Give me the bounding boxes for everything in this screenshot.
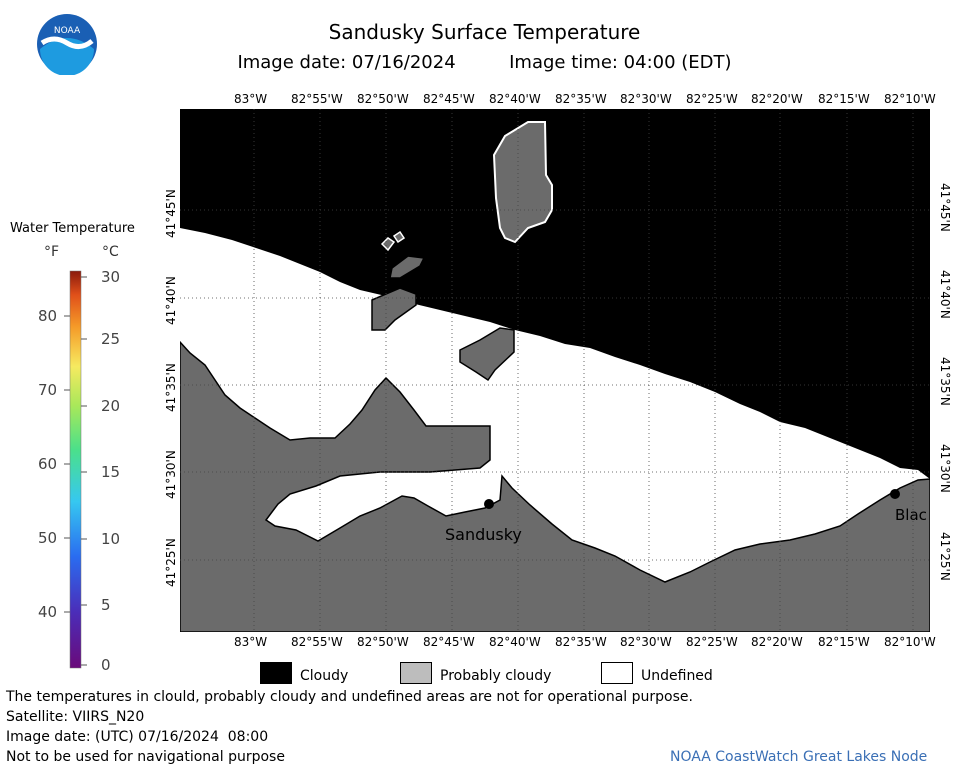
lon-label: 82°30'W [620, 92, 672, 106]
credit-link[interactable]: NOAA CoastWatch Great Lakes Node [670, 749, 928, 765]
probably-cloudy-patch [380, 237, 396, 252]
colorbar-unit-f: °F [44, 244, 60, 260]
city-label-sandusky: Sandusky [445, 525, 522, 544]
colorbar-c-tick: 15 [101, 463, 121, 481]
disclaimer-text: The temperatures in clould, probably clo… [6, 689, 693, 705]
lon-label: 82°40'W [489, 635, 541, 649]
probably-cloudy-patch [371, 287, 417, 331]
lon-label: 83°W [234, 635, 268, 649]
lon-label: 82°45'W [423, 92, 475, 106]
lon-label: 82°55'W [291, 635, 343, 649]
lon-label: 82°35'W [555, 92, 607, 106]
probably-cloudy-patch [459, 327, 515, 382]
lat-label: 41°45'N [164, 189, 178, 238]
lat-label: 41°30'N [938, 444, 952, 493]
page-title: Sandusky Surface Temperature [328, 20, 641, 44]
colorbar-f-tick: 40 [38, 603, 58, 621]
lon-label: 82°50'W [357, 635, 409, 649]
image-date: Image date: 07/16/2024 [237, 52, 456, 73]
colorbar-f-tick: 50 [38, 529, 58, 547]
colorbar-title: Water Temperature [10, 221, 135, 236]
legend-swatch-probably-cloudy [400, 662, 432, 684]
lat-label: 41°25'N [164, 538, 178, 587]
lat-label: 41°45'N [938, 183, 952, 232]
lon-label: 82°25'W [686, 92, 738, 106]
lon-label: 83°W [234, 92, 268, 106]
colorbar-gradient [69, 270, 82, 669]
lat-label: 41°25'N [938, 532, 952, 581]
lat-label: 41°40'N [938, 270, 952, 319]
legend-label-cloudy: Cloudy [300, 668, 349, 684]
colorbar-unit-c: °C [102, 244, 119, 260]
lat-label: 41°35'N [164, 363, 178, 412]
satellite-text: Satellite: VIIRS_N20 [6, 709, 145, 725]
lon-label: 82°30'W [620, 635, 672, 649]
legend-swatch-undefined [601, 662, 633, 684]
colorbar [64, 270, 87, 669]
map-panel [180, 109, 930, 632]
city-label-blac: Blac [895, 506, 927, 524]
lon-label: 82°15'W [818, 635, 870, 649]
lon-label: 82°10'W [884, 635, 936, 649]
lon-label: 82°50'W [357, 92, 409, 106]
sandusky-marker-icon [484, 499, 494, 509]
colorbar-c-tick: 20 [101, 397, 121, 415]
lon-label: 82°10'W [884, 92, 936, 106]
graticule [180, 109, 930, 632]
colorbar-c-tick: 10 [101, 530, 121, 548]
lon-label: 82°45'W [423, 635, 475, 649]
colorbar-c-tick: 0 [101, 656, 111, 674]
utc-date-text: Image date: (UTC) 07/16/2024 08:00 [6, 729, 269, 745]
probably-cloudy-patch [392, 230, 406, 244]
colorbar-c-tick: 5 [101, 596, 111, 614]
colorbar-f-tick: 70 [38, 381, 58, 399]
lon-label: 82°25'W [686, 635, 738, 649]
lon-label: 82°35'W [555, 635, 607, 649]
lat-label: 41°30'N [164, 450, 178, 499]
cloudy-area [180, 109, 930, 479]
land-area [180, 340, 930, 632]
colorbar-f-tick: 60 [38, 455, 58, 473]
legend-swatch-cloudy [260, 662, 292, 684]
lon-label: 82°20'W [751, 92, 803, 106]
lon-label: 82°55'W [291, 92, 343, 106]
navigation-warning-text: Not to be used for navigational purpose [6, 749, 285, 765]
legend-label-probably-cloudy: Probably cloudy [440, 668, 552, 684]
colorbar-c-tick: 30 [101, 268, 121, 286]
probably-cloudy-patch [492, 121, 553, 244]
blac-marker-icon [890, 489, 900, 499]
image-date-time: Image date: 07/16/2024 Image time: 04:00… [0, 52, 969, 73]
lon-label: 82°40'W [489, 92, 541, 106]
lon-label: 82°15'W [818, 92, 870, 106]
lat-label: 41°35'N [938, 357, 952, 406]
noaa-logo-text: NOAA [54, 26, 81, 36]
lon-label: 82°20'W [751, 635, 803, 649]
probably-cloudy-patch [389, 255, 426, 279]
legend-label-undefined: Undefined [641, 668, 713, 684]
lat-label: 41°40'N [164, 276, 178, 325]
image-time: Image time: 04:00 (EDT) [509, 52, 732, 73]
colorbar-c-tick: 25 [101, 330, 121, 348]
noaa-logo-icon: NOAA [37, 14, 97, 75]
colorbar-f-tick: 80 [38, 307, 58, 325]
